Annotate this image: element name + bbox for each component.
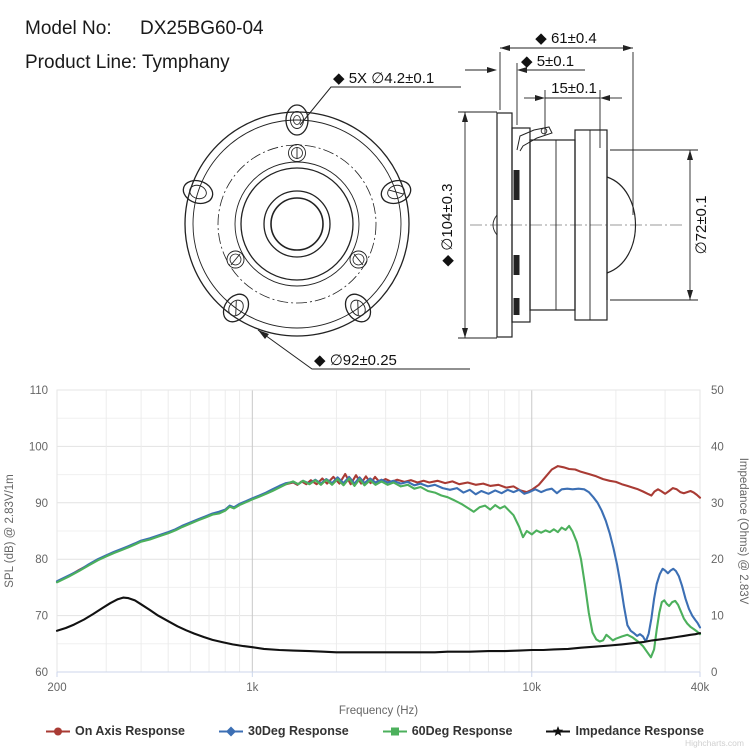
legend-item-on-axis-response[interactable]: On Axis Response [46,724,185,738]
mounting-hole [344,293,372,323]
y-left-tick-label: 100 [29,441,48,453]
front-view-drawing [182,104,412,337]
faceplate-screw [288,144,306,162]
diamond-marker-icon [219,726,243,736]
y-left-tick-label: 80 [35,554,48,566]
body-diameter-dimension: ∅72±0.1 [693,196,710,255]
y-left-tick-label: 110 [30,385,48,397]
side-view-drawing [470,112,685,338]
y-left-tick-label: 60 [35,667,48,679]
circle-marker-icon [46,727,70,735]
y-right-tick-label: 0 [711,667,717,679]
x-tick-label: 40k [691,682,710,694]
x-tick-label: 1k [246,682,258,694]
frequency-response-chart: 200 1k 10k 40k 60 70 80 90 100 110 0 10 20 30 40 50 SPL … [4,385,749,717]
dome-profile [606,176,636,274]
legend-item-impedance-response[interactable]: Impedance Response [546,724,704,738]
total-depth-dimension: ◆ 61±0.4 [535,30,596,47]
model-no-value: DX25BG60-04 [140,18,264,39]
faceplate-screw [226,250,245,269]
model-no-label: Model No: [25,18,112,39]
technical-drawings: ◆ 5X ∅4.2±0.1 ◆ ∅92±0.25 [182,30,710,370]
y-left-tick-label: 90 [35,498,48,510]
legend-label: 60Deg Response [411,724,513,738]
mounting-hole [222,293,250,323]
chart-credits[interactable]: Highcharts.com [684,738,744,748]
x-tick-label: 200 [47,682,66,694]
y-right-axis-title: Impedance (Ohms) @ 2.83V [737,458,749,605]
legend-item-30deg-response[interactable]: 30Deg Response [219,724,349,738]
diameter-note-leader-line [257,329,470,370]
y-left-axis-title: SPL (dB) @ 2.83V/1m [4,474,16,588]
x-axis-title: Frequency (Hz) [339,705,418,717]
bolt-circle-annotation: ◆ ∅92±0.25 [314,352,397,369]
bolt-pattern-centerline [217,144,377,304]
series-30deg-response [55,475,702,643]
mounting-hole [380,179,412,205]
front-depth-dimension: 15±0.1 [551,80,597,97]
bolt-holes-annotation: ◆ 5X ∅4.2±0.1 [333,70,434,87]
y-right-tick-label: 20 [711,554,724,566]
terminal-tab [516,126,553,152]
series-60deg-response [55,477,702,659]
flange-diameter-dimension: ◆ ∅104±0.3 [439,184,456,267]
mounting-hole [182,179,214,205]
y-right-tick-label: 50 [711,385,724,397]
bolt-note-leader-line [299,86,461,126]
star-marker-icon [546,725,571,736]
y-right-tick-label: 30 [711,498,724,510]
square-marker-icon [382,727,407,735]
product-line-value: Tymphany [142,52,230,73]
dimension-lines [458,45,698,339]
legend-label: On Axis Response [75,724,185,738]
leader-arrowhead [258,330,269,339]
chart-legend: On Axis Response 30Deg Response 60Deg Resp… [0,724,750,738]
y-right-tick-label: 40 [711,441,724,453]
legend-label: 30Deg Response [248,724,349,738]
product-line-label: Product Line: [25,52,137,73]
faceplate-screw [349,250,368,269]
flange-thickness-dimension: ◆ 5±0.1 [521,53,574,70]
y-right-tick-label: 10 [711,611,724,623]
legend-item-60deg-response[interactable]: 60Deg Response [382,724,513,738]
x-tick-label: 10k [522,682,541,694]
legend-label: Impedance Response [575,724,704,738]
series-impedance-response [55,596,702,654]
y-left-tick-label: 70 [35,611,48,623]
